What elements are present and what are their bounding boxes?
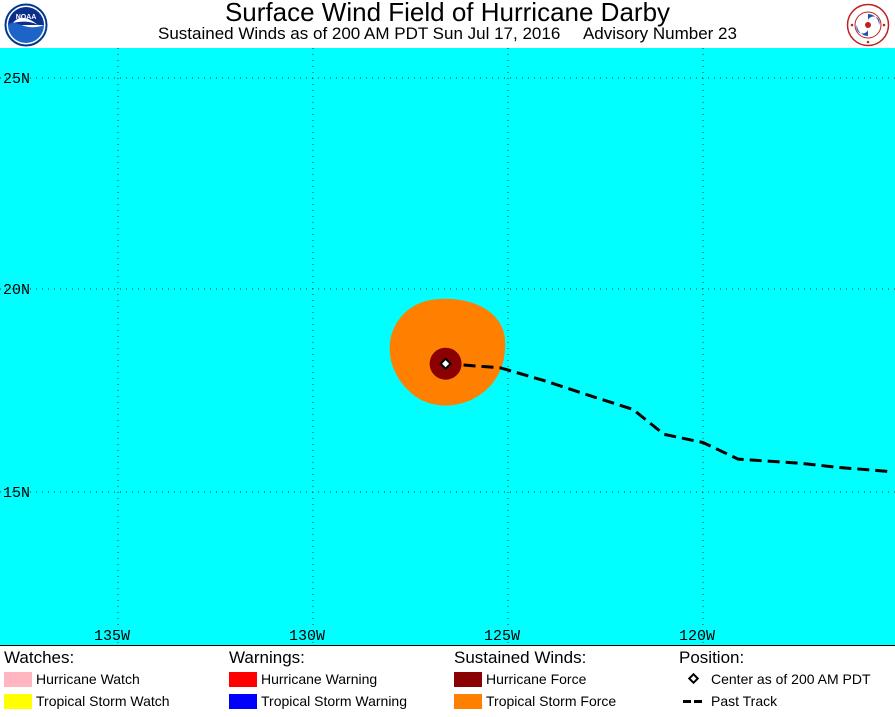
tropical-storm-watch-swatch: [4, 694, 32, 709]
legend-position: Position: Center as of 200 AM PDT Past T…: [679, 648, 871, 712]
lat-label-15n: 15N: [3, 485, 30, 502]
tropical-storm-warning-swatch: [229, 694, 257, 709]
sustained-winds-heading: Sustained Winds:: [454, 648, 587, 667]
dashed-line-icon: [683, 700, 705, 703]
diamond-icon: [687, 672, 700, 685]
legend-item-hurricane-warning: Hurricane Warning: [229, 668, 407, 690]
tropical-storm-force-swatch: [454, 694, 482, 709]
legend-item-tropical-storm-warning: Tropical Storm Warning: [229, 690, 407, 712]
tropical-storm-warning-label: Tropical Storm Warning: [261, 693, 408, 709]
storm-center-diamond-icon: [439, 357, 452, 371]
header: NOAA Surface Wind Field of Hurricane Dar…: [0, 0, 895, 48]
legend-sustained-winds: Sustained Winds: Hurricane Force Tropica…: [454, 648, 616, 712]
hurricane-watch-swatch: [4, 672, 32, 687]
longitude-labels: 135W 130W 125W 120W: [94, 628, 715, 645]
tropical-storm-force-label: Tropical Storm Force: [486, 693, 617, 709]
hurricane-force-swatch: [454, 672, 482, 687]
lat-label-25n: 25N: [3, 71, 30, 88]
hurricane-watch-label: Hurricane Watch: [36, 671, 140, 687]
noaa-logo: NOAA: [4, 3, 48, 47]
legend-item-hurricane-watch: Hurricane Watch: [4, 668, 170, 690]
warnings-heading: Warnings:: [229, 648, 305, 667]
legend-item-hurricane-force: Hurricane Force: [454, 668, 616, 690]
watches-heading: Watches:: [4, 648, 75, 667]
legend-item-tropical-storm-watch: Tropical Storm Watch: [4, 690, 170, 712]
position-heading: Position:: [679, 648, 745, 667]
legend-item-tropical-storm-force: Tropical Storm Force: [454, 690, 616, 712]
map-canvas: 25N 20N 15N 135W 130W 125W 120W: [0, 48, 895, 645]
past-track-line: [445, 362, 891, 474]
legend-item-past-track: Past Track: [679, 690, 871, 712]
tropical-storm-watch-label: Tropical Storm Watch: [36, 693, 170, 709]
svg-text:NOAA: NOAA: [16, 14, 37, 21]
legend-item-center: Center as of 200 AM PDT: [679, 668, 871, 690]
wind-field-map: 25N 20N 15N 135W 130W 125W 120W: [0, 48, 895, 645]
past-track-label: Past Track: [711, 693, 778, 709]
national-weather-service-logo: [846, 3, 890, 47]
hurricane-warning-swatch: [229, 672, 257, 687]
lon-label-125w: 125W: [484, 628, 520, 645]
legend-watches: Watches: Hurricane Watch Tropical Storm …: [4, 648, 170, 712]
hurricane-force-label: Hurricane Force: [486, 671, 587, 687]
map-subtitle: Sustained Winds as of 200 AM PDT Sun Jul…: [158, 24, 737, 43]
map-legend: Watches: Hurricane Watch Tropical Storm …: [0, 645, 895, 717]
latitude-labels: 25N 20N 15N: [3, 71, 30, 502]
legend-warnings: Warnings: Hurricane Warning Tropical Sto…: [229, 648, 407, 712]
lon-label-130w: 130W: [289, 628, 325, 645]
hurricane-warning-label: Hurricane Warning: [261, 671, 378, 687]
lon-label-120w: 120W: [679, 628, 715, 645]
map-title: Surface Wind Field of Hurricane Darby: [224, 0, 671, 27]
lon-label-135w: 135W: [94, 628, 130, 645]
center-label: Center as of 200 AM PDT: [711, 671, 871, 687]
lat-label-20n: 20N: [3, 282, 30, 299]
